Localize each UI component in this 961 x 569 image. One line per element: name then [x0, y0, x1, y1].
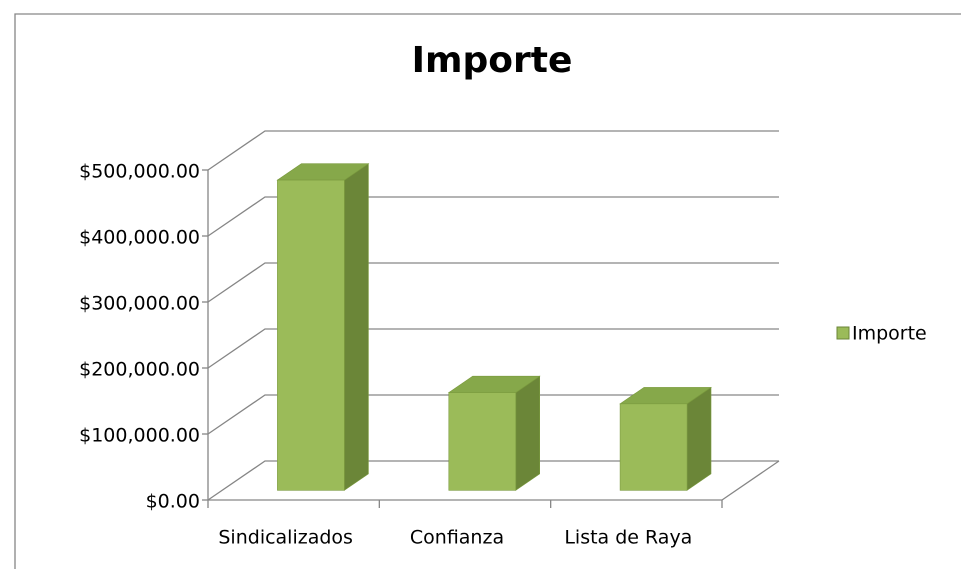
grid-line — [207, 328, 779, 369]
grid-line — [207, 196, 779, 237]
grid-line — [207, 262, 779, 303]
y-tick-label: $300,000.00 — [79, 293, 200, 315]
grid-line — [207, 394, 779, 435]
bar-front — [619, 403, 688, 491]
chart-border — [14, 13, 961, 569]
bar-front — [448, 392, 517, 491]
bar — [619, 386, 712, 491]
legend-label: Importe — [852, 323, 927, 345]
x-tick-label: Lista de Raya — [564, 527, 692, 549]
y-tick-label: $0.00 — [146, 491, 200, 513]
bar-side — [344, 163, 369, 491]
grid-line — [207, 130, 779, 171]
grid-line — [207, 460, 779, 501]
y-tick-label: $400,000.00 — [79, 227, 200, 249]
x-tick-label: Confianza — [410, 527, 504, 549]
y-tick-label: $100,000.00 — [79, 425, 200, 447]
bar-side — [515, 375, 541, 491]
bar-side — [686, 386, 712, 491]
y-tick-label: $200,000.00 — [79, 359, 200, 381]
bar — [447, 375, 541, 491]
legend-swatch — [836, 326, 850, 340]
chart-title: Importe — [412, 40, 573, 81]
x-tick-label: Sindicalizados — [218, 527, 353, 549]
y-tick-label: $500,000.00 — [79, 161, 200, 183]
bar — [276, 163, 370, 491]
bar-front — [277, 179, 345, 491]
